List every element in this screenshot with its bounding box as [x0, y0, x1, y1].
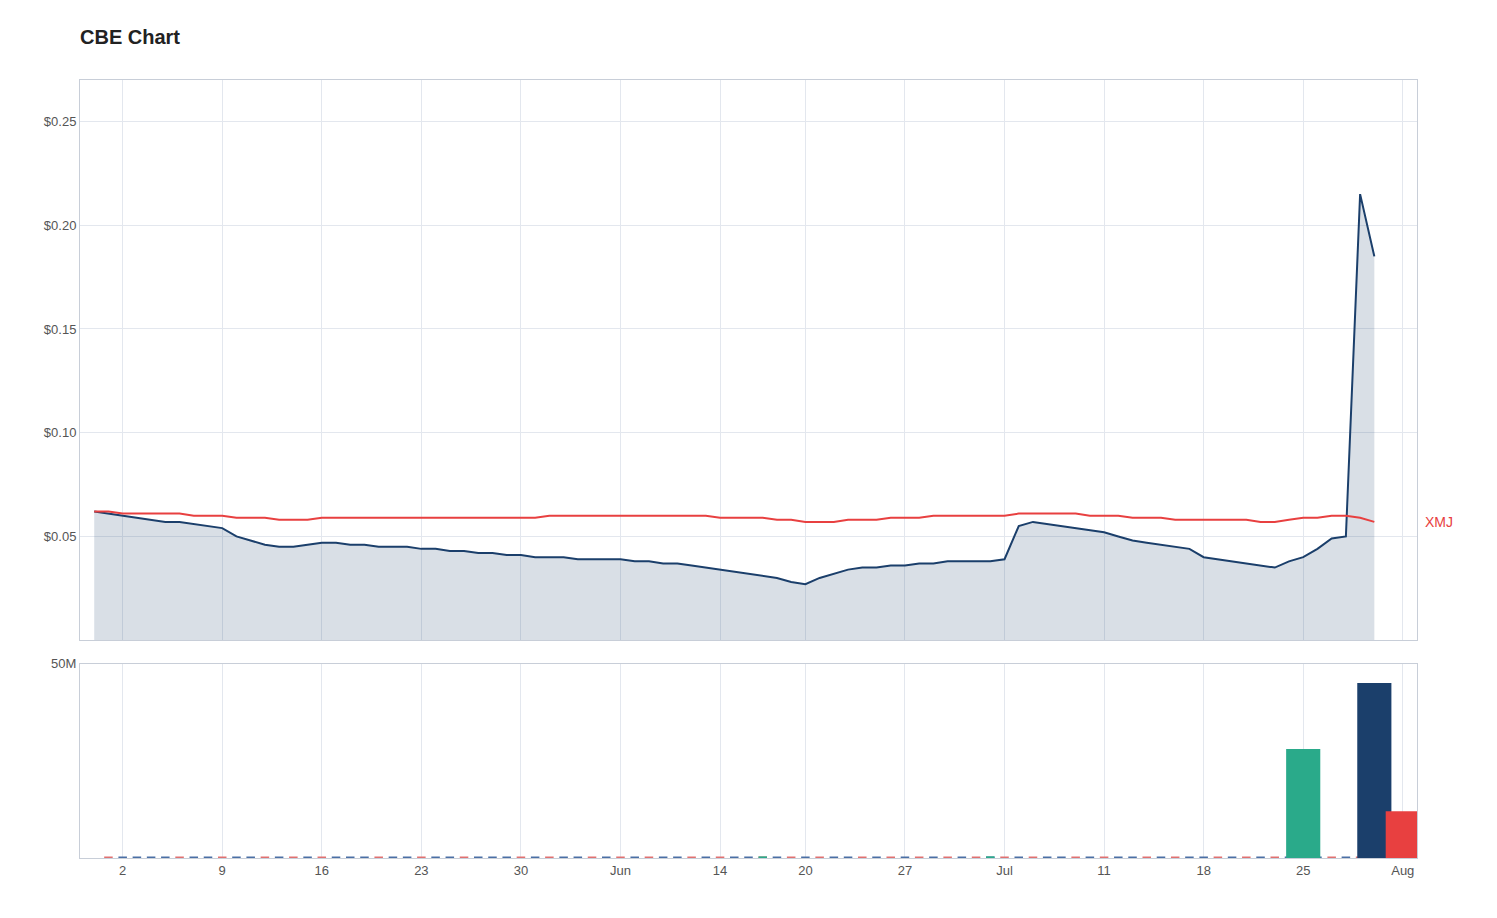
svg-text:25: 25 [1296, 863, 1310, 878]
svg-text:Jul: Jul [996, 863, 1013, 878]
svg-text:Aug: Aug [1391, 863, 1414, 878]
svg-text:20: 20 [798, 863, 812, 878]
svg-text:$0.15: $0.15 [44, 322, 77, 337]
svg-text:$0.20: $0.20 [44, 218, 77, 233]
svg-text:XMJ: XMJ [1425, 514, 1453, 530]
svg-text:23: 23 [414, 863, 428, 878]
svg-text:14: 14 [713, 863, 727, 878]
svg-text:$0.10: $0.10 [44, 425, 77, 440]
svg-text:$0.25: $0.25 [44, 114, 77, 129]
svg-text:11: 11 [1097, 863, 1111, 878]
svg-text:27: 27 [898, 863, 912, 878]
svg-text:2: 2 [119, 863, 126, 878]
svg-text:16: 16 [315, 863, 329, 878]
svg-text:9: 9 [219, 863, 226, 878]
svg-text:Jun: Jun [610, 863, 631, 878]
svg-text:CBE Chart: CBE Chart [80, 26, 180, 48]
svg-text:$0.05: $0.05 [44, 529, 77, 544]
svg-text:18: 18 [1196, 863, 1210, 878]
svg-text:50M: 50M [51, 656, 76, 671]
svg-text:30: 30 [514, 863, 528, 878]
